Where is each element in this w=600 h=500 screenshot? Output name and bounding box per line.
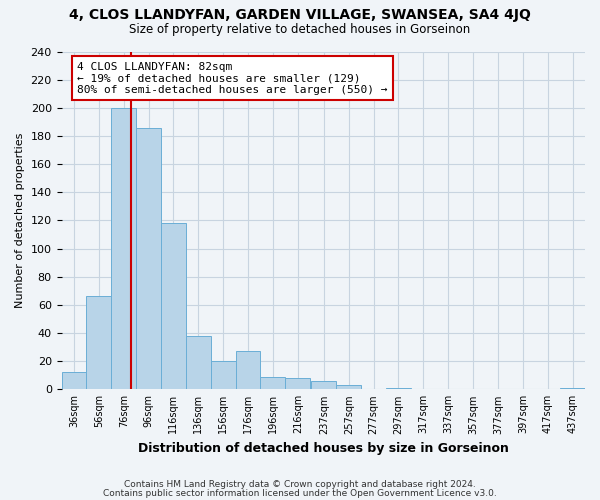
Bar: [560, 388, 585, 390]
Text: 4, CLOS LLANDYFAN, GARDEN VILLAGE, SWANSEA, SA4 4JQ: 4, CLOS LLANDYFAN, GARDEN VILLAGE, SWANS…: [69, 8, 531, 22]
Bar: [337, 385, 361, 390]
Bar: [86, 296, 111, 390]
X-axis label: Distribution of detached houses by size in Gorseinon: Distribution of detached houses by size …: [138, 442, 509, 455]
Text: Size of property relative to detached houses in Gorseinon: Size of property relative to detached ho…: [130, 22, 470, 36]
Text: 4 CLOS LLANDYFAN: 82sqm
← 19% of detached houses are smaller (129)
80% of semi-d: 4 CLOS LLANDYFAN: 82sqm ← 19% of detache…: [77, 62, 388, 95]
Bar: [62, 372, 86, 390]
Bar: [260, 376, 286, 390]
Bar: [136, 128, 161, 390]
Bar: [286, 378, 310, 390]
Bar: [111, 108, 136, 390]
Bar: [161, 223, 186, 390]
Bar: [211, 361, 236, 390]
Bar: [311, 381, 337, 390]
Bar: [186, 336, 211, 390]
Y-axis label: Number of detached properties: Number of detached properties: [15, 132, 25, 308]
Text: Contains HM Land Registry data © Crown copyright and database right 2024.: Contains HM Land Registry data © Crown c…: [124, 480, 476, 489]
Bar: [386, 388, 411, 390]
Bar: [236, 352, 260, 390]
Text: Contains public sector information licensed under the Open Government Licence v3: Contains public sector information licen…: [103, 488, 497, 498]
